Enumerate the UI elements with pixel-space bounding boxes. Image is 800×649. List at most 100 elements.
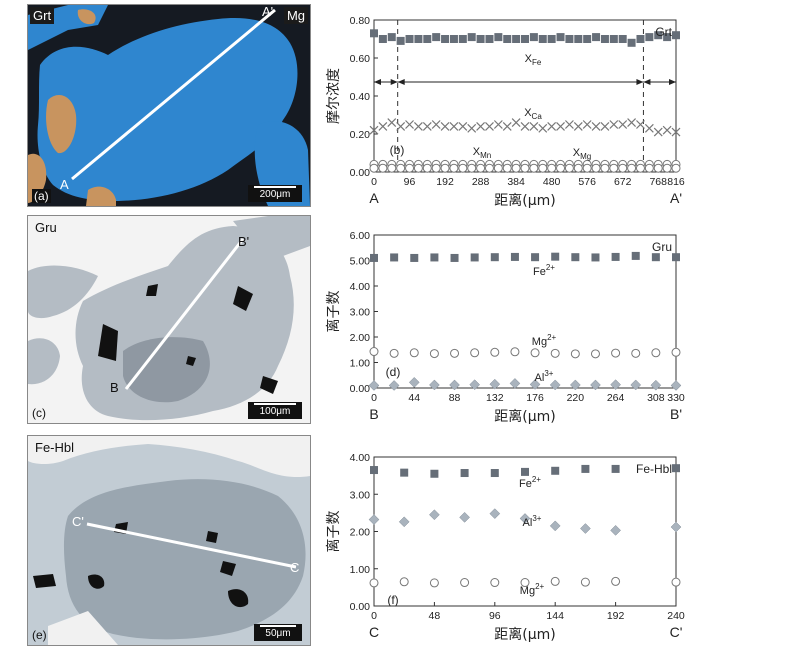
data-point-circle [529,163,539,173]
data-point-square [450,253,459,262]
data-point-x [529,121,539,131]
data-point-square [370,466,378,475]
data-point-diamond [670,380,682,391]
scale-bar-text: 200μm [259,189,291,200]
data-point-circle [429,578,439,588]
data-point-square [631,251,640,260]
data-point-circle [369,163,379,173]
data-point-circle [476,163,486,173]
data-point-x [476,121,486,131]
data-point-square [654,31,663,40]
x-tick-label: 96 [489,610,501,622]
data-point-square [592,33,601,42]
data-point-x [644,123,654,133]
data-point-diamond [610,379,621,391]
y-tick-label: 0.00 [350,601,371,613]
data-point-x [609,120,619,129]
data-point-square [672,31,680,40]
data-point-square [396,36,405,45]
data-point-x [591,121,601,131]
data-point-circle [564,163,574,173]
data-point-square [460,469,469,478]
data-point-circle [467,163,477,173]
data-point-circle [405,163,415,173]
y-tick-label: 0.20 [350,129,371,141]
data-point-square [467,33,476,42]
scale-bar-line [254,403,296,405]
data-point-circle [538,163,548,173]
data-point-square [378,35,387,43]
x-axis-title: 距离(μm) [494,626,555,643]
data-point-circle [590,349,600,359]
chart-d-svg: 0.00 1.00 2.00 3.00 4.00 5.00 6.00 0 44 88 132 176 2… [325,230,685,425]
y-tick-label: 4.00 [350,281,371,293]
zone-arrowhead [390,79,398,85]
data-point-circle [671,347,681,357]
data-point-square [663,33,672,42]
data-point-square [521,467,529,476]
data-point-x [671,127,681,137]
data-point-circle [550,348,560,358]
data-point-x [431,120,441,129]
x-tick-label: 144 [546,610,564,622]
x-tick-label: 0 [371,392,377,404]
data-point-circle [450,348,460,358]
data-point-circle [520,163,530,173]
data-point-diamond [549,379,561,391]
chart-f-svg: 0.00 1.00 2.00 3.00 4.00 0 48 96 144 192 240 Fe2+ Al… [325,452,685,643]
data-point-x [618,120,628,129]
data-point-square [551,466,560,475]
data-point-square [574,35,583,43]
data-point-x [662,125,672,135]
data-point-x [502,121,512,131]
x-start-label: C [369,624,379,640]
data-point-circle [671,577,681,587]
x-tick-label: 308 [647,392,665,404]
data-point-x [405,120,414,129]
x-tick-label: 96 [404,176,416,188]
data-point-square [529,33,538,42]
data-point-x [600,121,610,131]
data-point-diamond [368,380,380,391]
data-point-circle [493,163,503,173]
x-tick-label: 384 [507,176,525,188]
chart-b: 0.00 0.20 0.40 0.60 0.80 0 96 192 288 384 480 576 67… [320,4,790,212]
y-axis-title: 离子数 [325,291,342,333]
data-point-square [490,469,499,478]
y-tick-label: 2.00 [350,332,371,344]
data-point-x [458,121,468,131]
y-tick-label: 3.00 [350,307,371,319]
data-point-square [591,253,600,262]
data-point-circle [490,578,500,588]
data-point-circle [582,163,592,173]
x-end-label: A' [670,190,682,206]
zone-arrowhead [643,79,651,85]
series-label: Mg2+ [520,582,545,597]
y-tick-label: 0.80 [350,15,371,27]
x-tick-label: 480 [543,176,561,188]
data-point-circle [409,348,419,358]
x-start-label: A [369,190,379,206]
data-point-diamond [469,379,481,391]
y-tick-label: 2.00 [350,527,371,539]
line-end-label-e: C [290,560,300,575]
photo-panel-label-a: (a) [32,189,51,203]
data-point-square [449,35,458,43]
data-point-square [571,253,580,262]
data-point-x [467,123,477,133]
scale-bar-c: 100μm [248,402,302,419]
data-point-x [440,121,450,131]
data-point-circle [413,163,423,173]
data-point-x [564,120,574,129]
data-point-circle [490,347,500,357]
x-tick-label: 44 [408,392,420,404]
y-tick-label: 6.00 [350,230,371,242]
x-tick-label: 88 [449,392,461,404]
series-label: Mg2+ [532,333,557,348]
data-point-diamond [398,516,410,528]
data-point-circle [458,163,468,173]
data-point-circle [511,163,521,173]
data-point-x [511,118,521,128]
line-end-label-c: B' [238,234,250,249]
data-point-diamond [670,521,682,533]
